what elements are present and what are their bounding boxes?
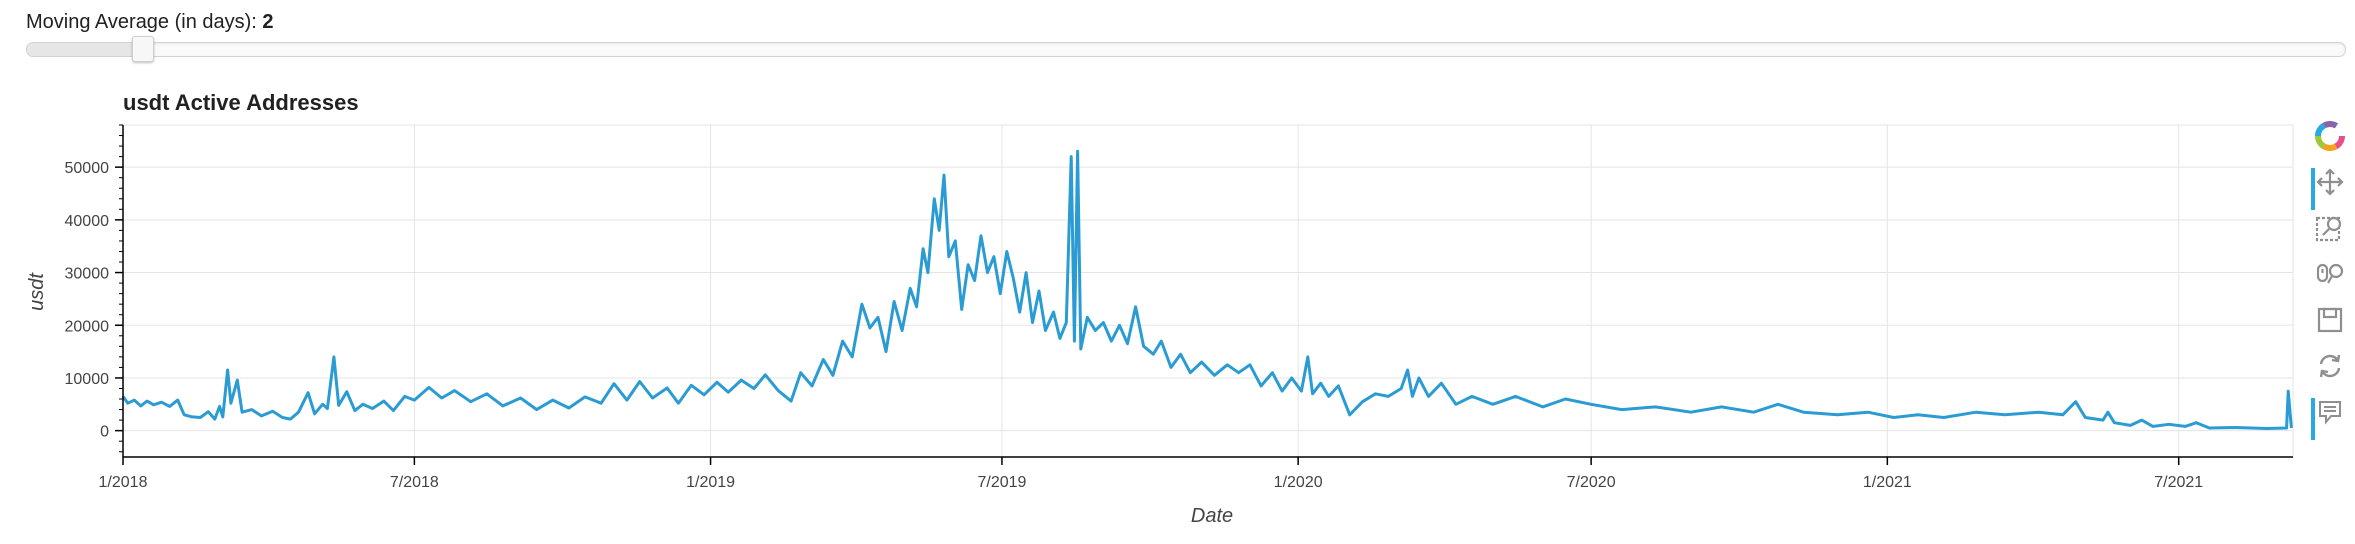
hover-active-indicator (2311, 398, 2315, 440)
moving-average-slider-track[interactable] (26, 42, 2346, 57)
x-tick-label: 1/2018 (99, 474, 148, 491)
pan-active-indicator (2311, 168, 2315, 210)
y-tick-label: 10000 (65, 371, 110, 388)
bokeh-logo-icon[interactable] (2314, 120, 2346, 152)
pan-icon[interactable] (2311, 166, 2346, 210)
save-icon[interactable] (2314, 304, 2346, 336)
x-tick-label: 7/2021 (2154, 474, 2203, 491)
wheel-zoom-icon[interactable] (2314, 258, 2346, 290)
x-tick-label: 1/2020 (1274, 474, 1323, 491)
y-tick-label: 30000 (65, 266, 110, 283)
y-tick-label: 0 (100, 424, 109, 441)
y-tick-label: 20000 (65, 318, 110, 335)
x-tick-label: 7/2019 (977, 474, 1026, 491)
moving-average-label: Moving Average (in days): 2 (26, 11, 274, 34)
chart-axes: 0 10000 20000 30000 40000 50000 1/2018 7/2018 1/… (65, 124, 2293, 491)
moving-average-label-text: Moving Average (in days): (26, 11, 263, 33)
x-tick-label: 7/2018 (390, 474, 439, 491)
chart-series (121, 149, 2293, 430)
reset-icon[interactable] (2314, 350, 2346, 382)
hover-icon[interactable] (2311, 396, 2346, 440)
x-tick-label: 1/2019 (686, 474, 735, 491)
moving-average-slider-fill (27, 43, 145, 56)
chart-toolbar (2310, 116, 2350, 446)
x-tick-label: 7/2020 (1567, 474, 1616, 491)
moving-average-slider-group: Moving Average (in days): 2 (26, 8, 2346, 68)
y-axis-label: usdt (26, 272, 48, 311)
active-addresses-chart: 0 10000 20000 30000 40000 50000 1/2018 7/2018 1/… (26, 90, 2294, 527)
chart-title: usdt Active Addresses (123, 90, 359, 115)
y-tick-label: 50000 (65, 160, 110, 177)
x-axis-label: Date (1191, 505, 1233, 527)
plot-frame (122, 124, 2294, 458)
moving-average-slider-handle[interactable] (132, 36, 154, 62)
series-line (121, 149, 2293, 430)
box-zoom-icon[interactable] (2314, 212, 2346, 244)
moving-average-value: 2 (262, 11, 274, 33)
y-tick-label: 40000 (65, 213, 110, 230)
x-tick-label: 1/2021 (1863, 474, 1912, 491)
chart-grid (122, 124, 2294, 458)
